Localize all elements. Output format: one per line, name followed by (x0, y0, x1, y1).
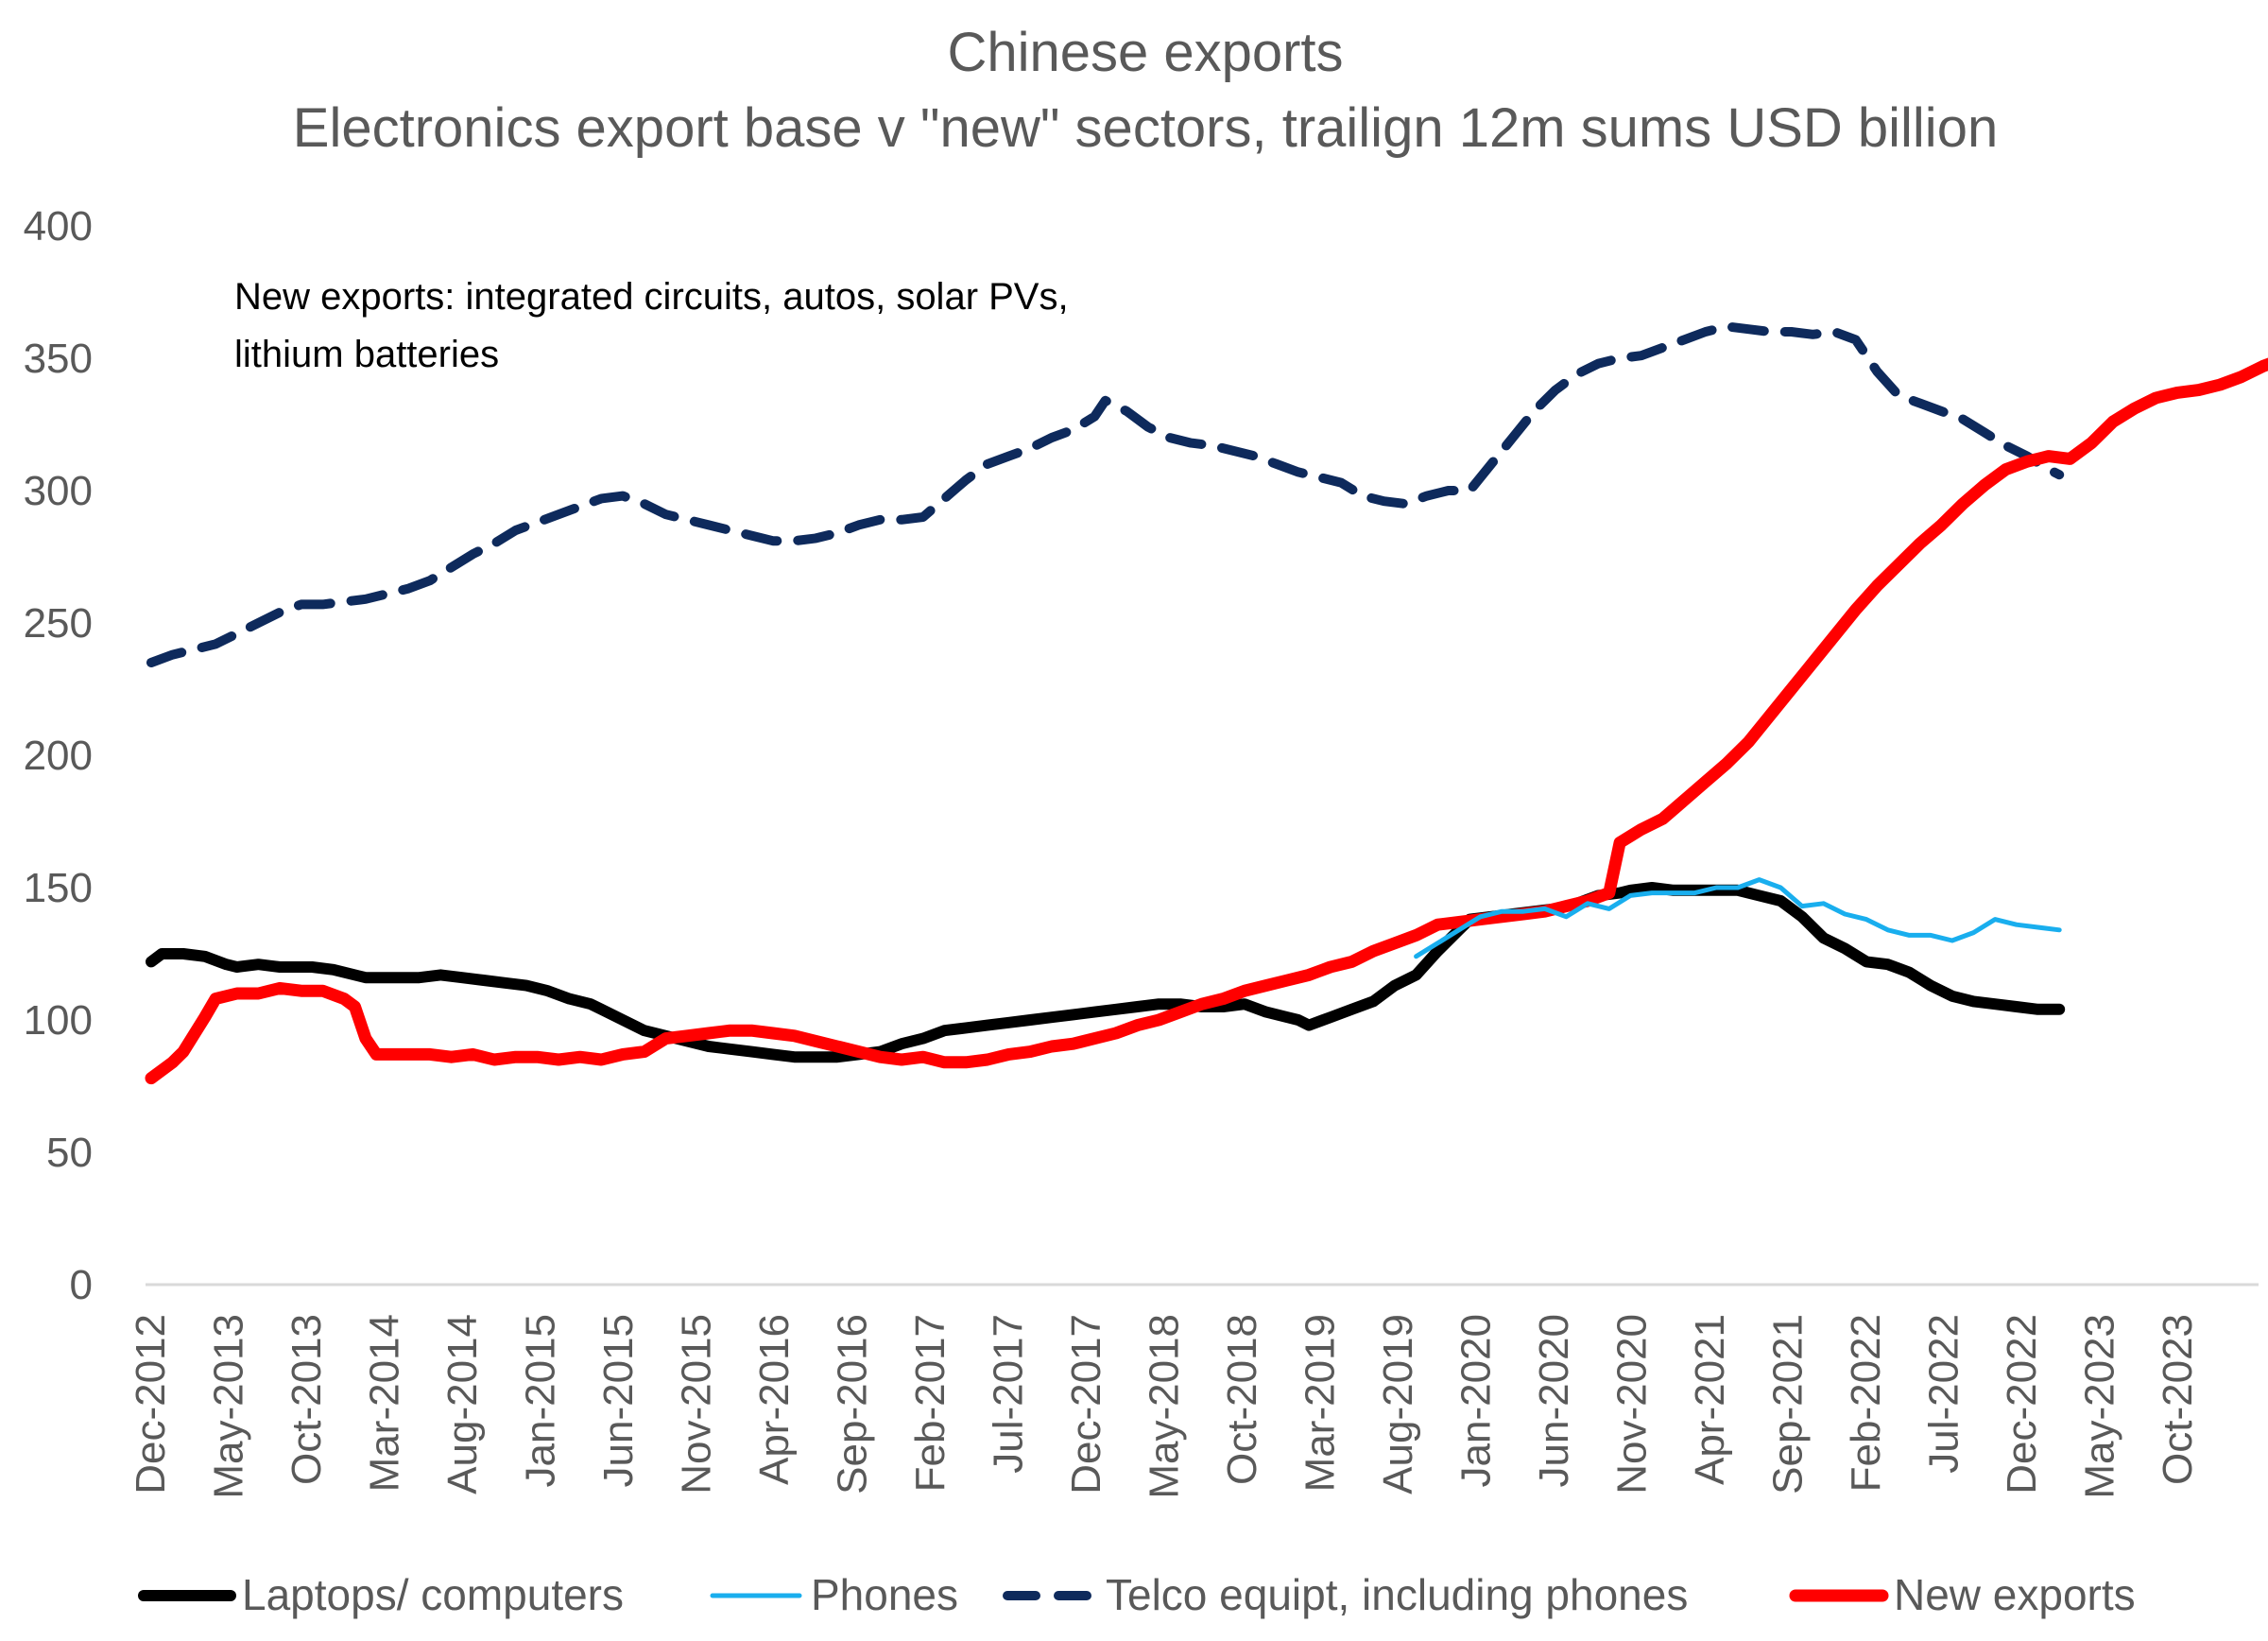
y-tick-label: 150 (24, 865, 93, 911)
legend-label: Telco equipt, including phones (1106, 1570, 1688, 1619)
annotation-line-2: lithium batteries (234, 334, 499, 375)
y-tick-label: 350 (24, 336, 93, 382)
x-tick-label: May-2023 (2077, 1314, 2123, 1499)
x-axis: Dec-2012 May-2013 Oct-2013 Mar-2014 Aug-2014… (128, 1314, 2201, 1499)
legend-label: Phones (811, 1570, 958, 1619)
y-tick-label: 250 (24, 600, 93, 647)
x-tick-label: Sep-2016 (830, 1314, 876, 1494)
legend: Laptops/ computers Phones Telco equipt, in… (144, 1570, 2136, 1619)
x-tick-label: Jan-2015 (518, 1314, 564, 1487)
x-tick-label: Oct-2023 (2155, 1314, 2201, 1485)
x-tick-label: Apr-2016 (751, 1314, 798, 1485)
x-tick-label: Nov-2015 (674, 1314, 720, 1494)
x-tick-label: Jun-2020 (1531, 1314, 1577, 1487)
x-tick-label: Sep-2021 (1765, 1314, 1812, 1494)
x-tick-label: Jul-2017 (986, 1314, 1032, 1474)
x-tick-label: Jun-2015 (595, 1314, 642, 1487)
legend-label: New exports (1894, 1570, 2136, 1619)
x-tick-label: Feb-2022 (1843, 1314, 1889, 1492)
x-tick-label: Oct-2018 (1219, 1314, 1265, 1485)
x-tick-label: Dec-2022 (1999, 1314, 2045, 1494)
series-line-telco-equipt-including-phones (151, 326, 2059, 663)
plot-area (151, 326, 2268, 1078)
y-axis: 0 50 100 150 200 250 300 350 400 (24, 203, 93, 1308)
y-tick-label: 50 (46, 1130, 93, 1176)
y-tick-label: 100 (24, 997, 93, 1044)
x-tick-label: Dec-2017 (1063, 1314, 1109, 1494)
x-tick-label: Mar-2014 (362, 1314, 408, 1492)
y-tick-label: 400 (24, 203, 93, 250)
x-tick-label: Oct-2013 (284, 1314, 330, 1485)
x-tick-label: Jul-2022 (1921, 1314, 1967, 1474)
y-tick-label: 200 (24, 733, 93, 779)
chart-title: Chinese exports (947, 22, 1343, 83)
x-tick-label: Aug-2019 (1375, 1314, 1421, 1494)
x-tick-label: Dec-2012 (128, 1314, 174, 1494)
y-tick-label: 300 (24, 468, 93, 514)
series-line-new-exports (151, 358, 2268, 1079)
x-tick-label: Feb-2017 (907, 1314, 954, 1492)
x-tick-label: Apr-2021 (1687, 1314, 1733, 1485)
chart-subtitle: Electronics export base v "new" sectors,… (293, 97, 1998, 159)
y-tick-label: 0 (70, 1262, 93, 1308)
annotation-line-1: New exports: integrated circuits, autos,… (234, 276, 1069, 318)
x-tick-label: Nov-2020 (1609, 1314, 1656, 1494)
x-tick-label: May-2013 (206, 1314, 252, 1499)
x-tick-label: Mar-2019 (1297, 1314, 1344, 1492)
x-tick-label: Jan-2020 (1453, 1314, 1500, 1487)
legend-label: Laptops/ computers (242, 1570, 624, 1619)
chart: Chinese exports Electronics export base … (0, 0, 2268, 1641)
x-tick-label: Aug-2014 (439, 1314, 486, 1494)
x-tick-label: May-2018 (1142, 1314, 1188, 1499)
